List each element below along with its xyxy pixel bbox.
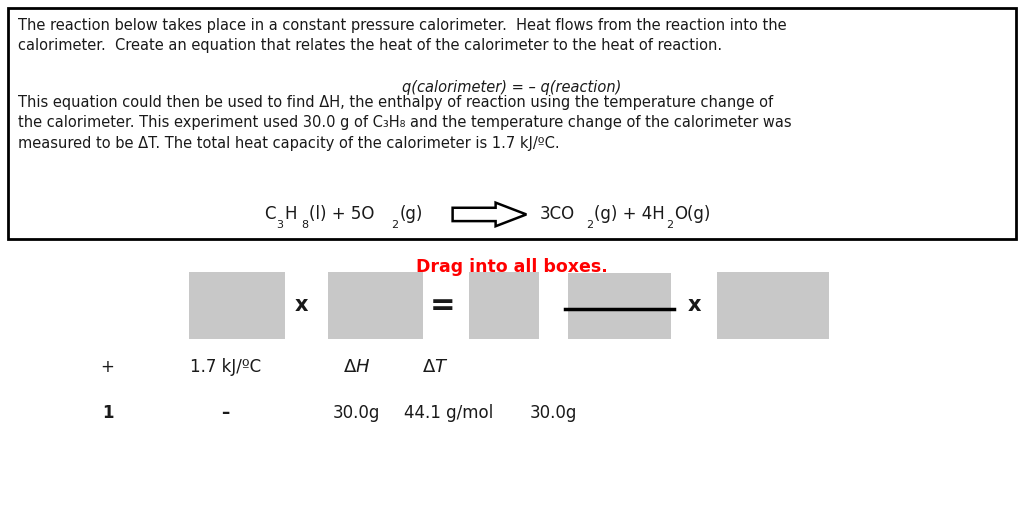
Text: This equation could then be used to find ΔH, the enthalpy of reaction using the : This equation could then be used to find… xyxy=(18,95,792,151)
Text: 44.1 g/mol: 44.1 g/mol xyxy=(403,404,494,422)
Text: q(calorimeter) = – q(reaction): q(calorimeter) = – q(reaction) xyxy=(402,80,622,94)
Text: (l) + 5O: (l) + 5O xyxy=(309,205,375,224)
Text: $\mathit{\Delta T}$: $\mathit{\Delta T}$ xyxy=(422,358,449,376)
Text: Drag into all boxes.: Drag into all boxes. xyxy=(416,258,608,275)
Text: H: H xyxy=(285,205,297,224)
Text: 1: 1 xyxy=(101,404,114,422)
Text: x: x xyxy=(294,295,308,315)
Bar xyxy=(568,311,671,339)
Text: 3: 3 xyxy=(276,220,284,230)
FancyArrow shape xyxy=(453,203,526,226)
Text: O(g): O(g) xyxy=(674,205,711,224)
Text: 2: 2 xyxy=(667,220,674,230)
Text: (g): (g) xyxy=(399,205,423,224)
Text: 30.0g: 30.0g xyxy=(529,404,577,422)
Text: $\mathit{\Delta H}$: $\mathit{\Delta H}$ xyxy=(343,358,370,376)
Text: (g) + 4H: (g) + 4H xyxy=(594,205,665,224)
Text: 2: 2 xyxy=(391,220,398,230)
Text: x: x xyxy=(687,295,701,315)
Bar xyxy=(469,272,539,339)
Bar xyxy=(8,8,1016,239)
Text: 30.0g: 30.0g xyxy=(333,404,380,422)
Bar xyxy=(717,272,829,339)
Bar xyxy=(189,272,285,339)
Text: =: = xyxy=(429,291,456,320)
Text: 2: 2 xyxy=(586,220,593,230)
Text: 8: 8 xyxy=(301,220,308,230)
Text: –: – xyxy=(221,404,229,422)
Text: 1.7 kJ/ºC: 1.7 kJ/ºC xyxy=(189,358,261,376)
Text: +: + xyxy=(100,358,115,376)
Text: C: C xyxy=(264,205,275,224)
Text: The reaction below takes place in a constant pressure calorimeter.  Heat flows f: The reaction below takes place in a cons… xyxy=(18,18,787,53)
Bar xyxy=(568,273,671,308)
Text: 3CO: 3CO xyxy=(540,205,574,224)
Bar xyxy=(328,272,423,339)
